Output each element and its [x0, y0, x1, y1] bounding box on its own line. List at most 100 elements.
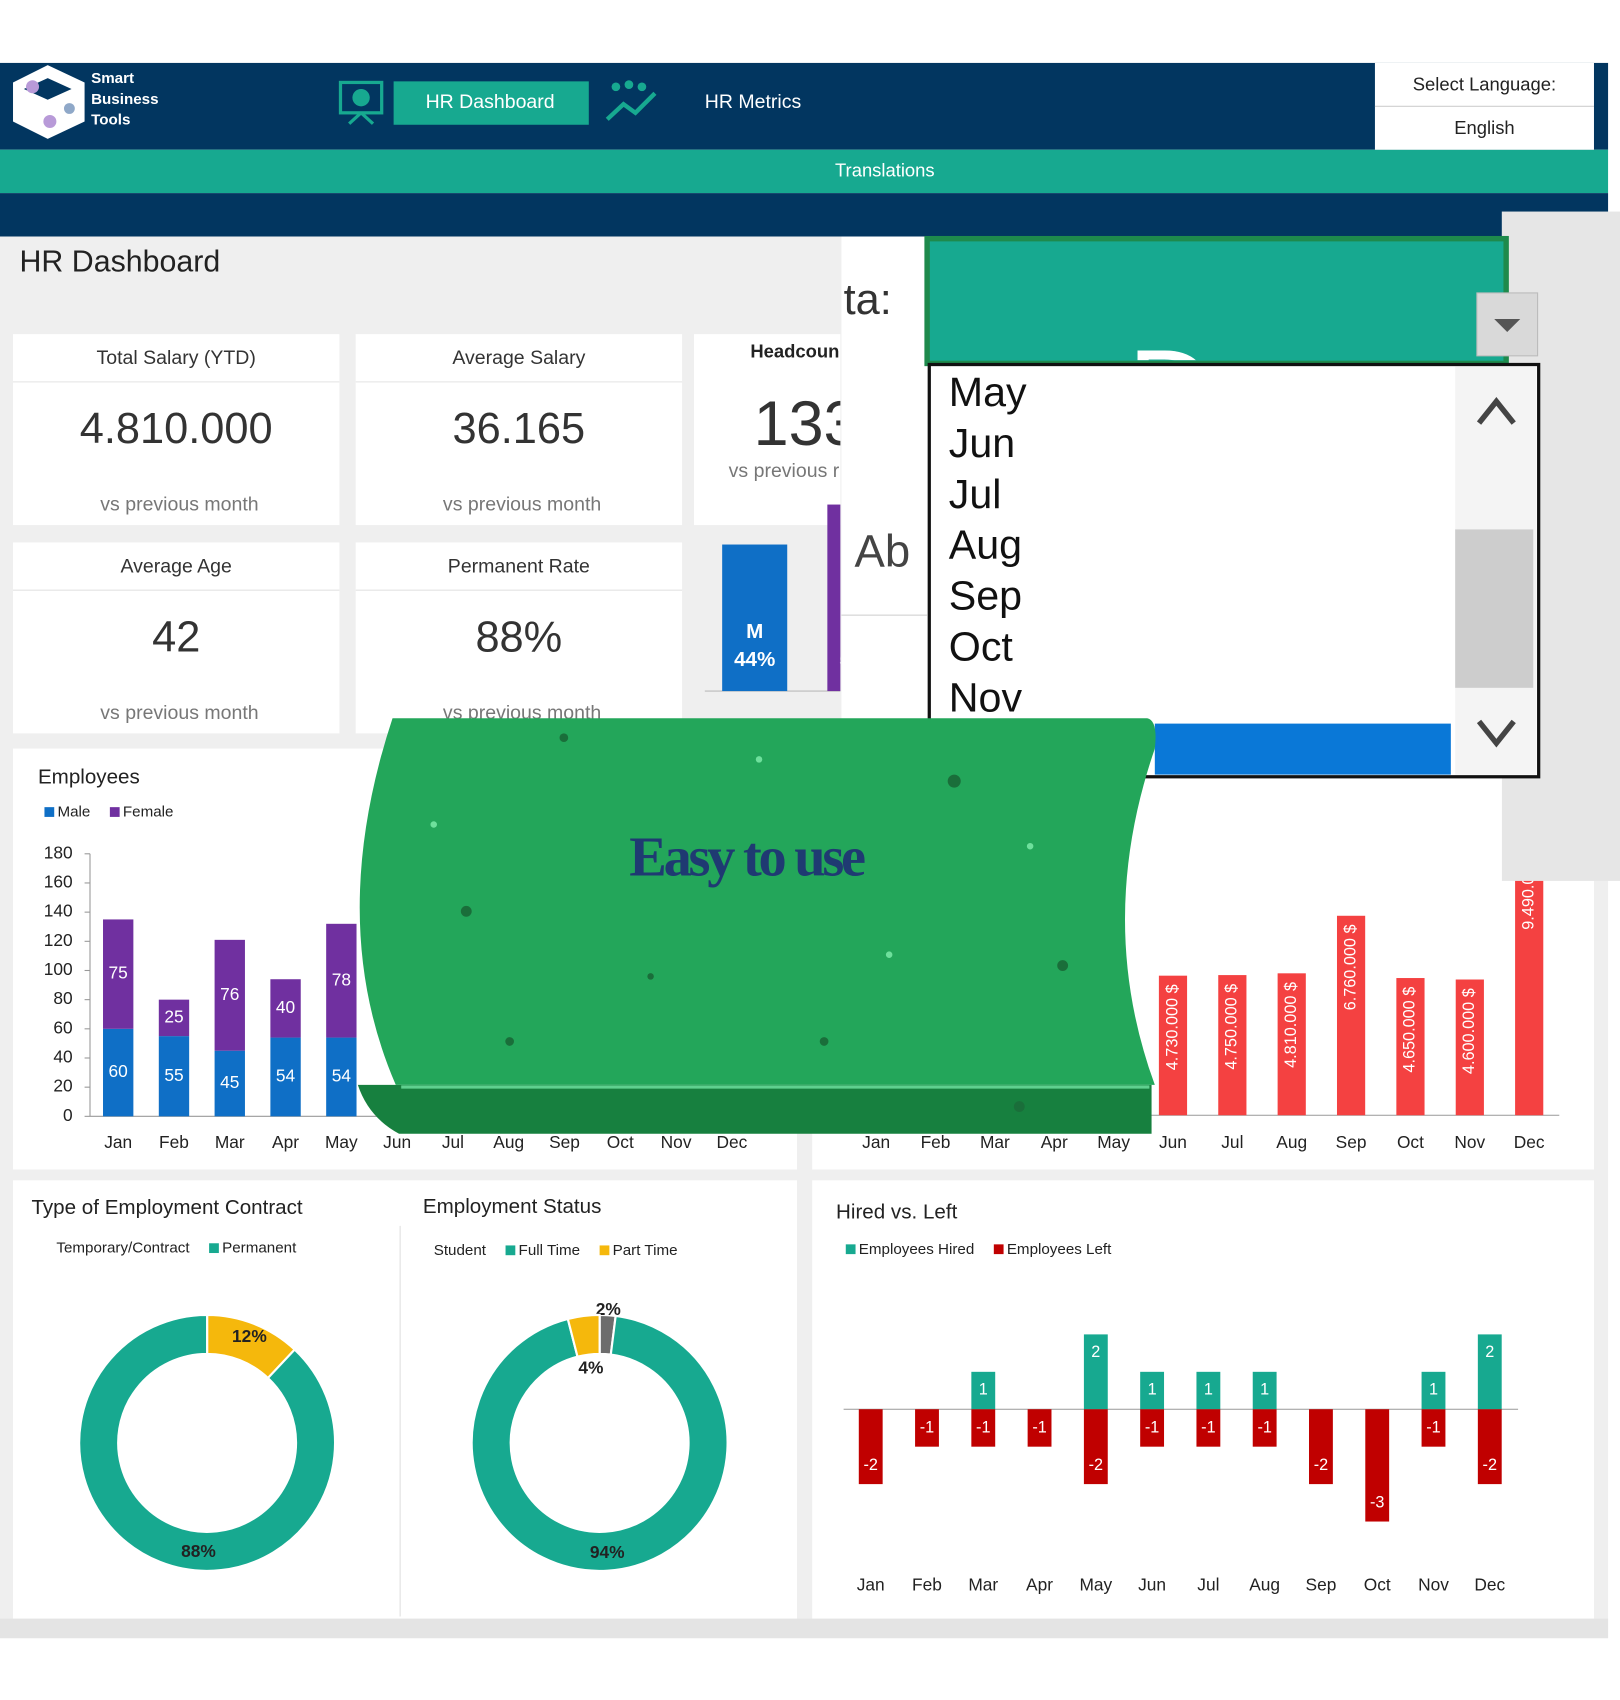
bar [1515, 835, 1544, 1116]
bar-segment [158, 999, 190, 1037]
x-tick-label: Mar [980, 1132, 1010, 1152]
x-tick-label: Oct [1364, 1575, 1391, 1595]
scroll-up[interactable] [1476, 397, 1516, 425]
kpi-bg [13, 334, 340, 526]
dropdown-option[interactable]: Jun [949, 420, 1015, 466]
bar-label: -2 [1314, 1456, 1328, 1474]
x-tick-label: Apr [272, 1132, 299, 1152]
bar-label: 1 [1260, 1381, 1269, 1399]
logo-text: Smart [91, 70, 134, 87]
x-tick-label: May [1097, 1132, 1130, 1152]
bar [915, 1409, 939, 1447]
dropdown-option[interactable]: Aug [949, 522, 1022, 568]
bar-label: 1 [1429, 1381, 1438, 1399]
dropdown-option[interactable]: Jul [949, 471, 1002, 517]
dropdown-option[interactable]: May [949, 369, 1027, 415]
x-tick-label: Sep [549, 1132, 580, 1152]
bar-label: 4.750.000 $ [1223, 984, 1241, 1070]
dropdown-option[interactable]: Oct [949, 624, 1014, 670]
dropdown-option[interactable]: Sep [949, 573, 1022, 619]
kpi-card: Total Salary (YTD) 4.810.000 vs previous m… [13, 334, 340, 526]
logo-dot [26, 80, 40, 94]
nav-label[interactable]: HR Metrics [705, 91, 802, 113]
employees-chart: Employees Male Female 0 20 40 60 80 100 120 140 160… [38, 765, 760, 1152]
kpi-value: 36.165 [453, 405, 586, 453]
bar-label: 54 [332, 1066, 352, 1086]
y-tick-label: 20 [53, 1076, 72, 1096]
y-tick-label: 140 [44, 901, 73, 921]
legend-label: Student [434, 1242, 487, 1259]
donut-segment [566, 1313, 601, 1359]
legend-swatch [599, 1245, 610, 1256]
bar [1027, 1409, 1052, 1447]
bar-label: -2 [1089, 1456, 1103, 1474]
salary-chart: Jan Feb Mar Apr May Jun 4.730.000 $ Jul 4.750.00… [845, 835, 1560, 1152]
y-tick-label: 60 [53, 1017, 72, 1037]
bar [1396, 978, 1425, 1116]
x-tick-label: Aug [493, 1132, 524, 1152]
bar-label: -2 [863, 1456, 877, 1474]
x-tick-label: Jan [857, 1575, 885, 1595]
bar-segment [158, 1036, 190, 1117]
banner-text: Easy to use [629, 826, 865, 888]
bar-label: 4.650.000 $ [1401, 987, 1419, 1073]
x-tick-label: Feb [159, 1132, 189, 1152]
kpi-bg [355, 334, 683, 526]
bar [1140, 1371, 1165, 1410]
nav-button-active[interactable] [393, 81, 589, 125]
bar-label: 54 [276, 1066, 296, 1086]
legend-swatch [109, 807, 120, 817]
kpi-value: 88% [475, 614, 562, 662]
bar-label: 60 [109, 1061, 128, 1081]
icon-arrow [605, 91, 657, 121]
bar [1421, 1409, 1446, 1447]
kpi-bg [13, 542, 340, 734]
legend-swatch [209, 1243, 219, 1254]
scroll-thumb[interactable] [1455, 529, 1534, 688]
subnav-label[interactable]: Translations [835, 159, 935, 180]
kpi-label: Headcoun [750, 340, 839, 361]
x-tick-label: Dec [716, 1132, 747, 1152]
bar-label: 1 [1148, 1381, 1157, 1399]
scroll-down[interactable] [1476, 719, 1516, 748]
kpi-note: vs previous r [729, 460, 840, 482]
bar-label: -1 [920, 1419, 934, 1437]
bar [1421, 1371, 1446, 1410]
language-value[interactable]: English [1454, 117, 1514, 138]
x-tick-label: Nov [1418, 1575, 1449, 1595]
speckle [1026, 842, 1034, 850]
bar-segment [103, 919, 134, 1029]
speckles-light [430, 756, 1034, 958]
speckles [460, 733, 1069, 1112]
kpi-card: Average Age 42 vs previous month [13, 542, 340, 734]
banner: Easy to use [357, 718, 1156, 1134]
bar [1365, 1409, 1390, 1522]
bar-label: 2 [1091, 1343, 1100, 1361]
chart-title: Employment Status [423, 1195, 602, 1218]
x-tick-label: Jun [1138, 1575, 1166, 1595]
bar-label: 6.760.000 $ [1341, 924, 1359, 1010]
bar-label: 2 [1485, 1343, 1494, 1361]
kpi-label: Permanent Rate [448, 556, 590, 578]
kpi-value: 4.810.000 [80, 405, 273, 453]
bar-label: 45 [220, 1072, 239, 1092]
field-box[interactable] [924, 235, 1509, 367]
legend-label: Male [57, 804, 90, 821]
bar-label: -1 [1257, 1419, 1271, 1437]
x-tick-label: May [1079, 1575, 1112, 1595]
donut-label: 94% [590, 1542, 625, 1562]
speckle [947, 774, 961, 788]
x-tick-label: Jan [104, 1132, 132, 1152]
gender-value-label: 44% [734, 648, 775, 671]
nav-label[interactable]: HR Dashboard [426, 91, 555, 113]
bar-label: 76 [220, 984, 239, 1004]
speckle [559, 733, 569, 743]
field-value: Dec [1128, 326, 1340, 459]
selected-option[interactable] [1154, 723, 1451, 775]
page-title: HR Dashboard [20, 246, 221, 279]
gender-bar [827, 504, 841, 692]
gender-value-label: 56% [839, 648, 880, 671]
bar-label: -1 [1201, 1419, 1215, 1437]
dropdown-option[interactable]: Nov [949, 675, 1023, 721]
field-label: ta: [844, 276, 892, 324]
